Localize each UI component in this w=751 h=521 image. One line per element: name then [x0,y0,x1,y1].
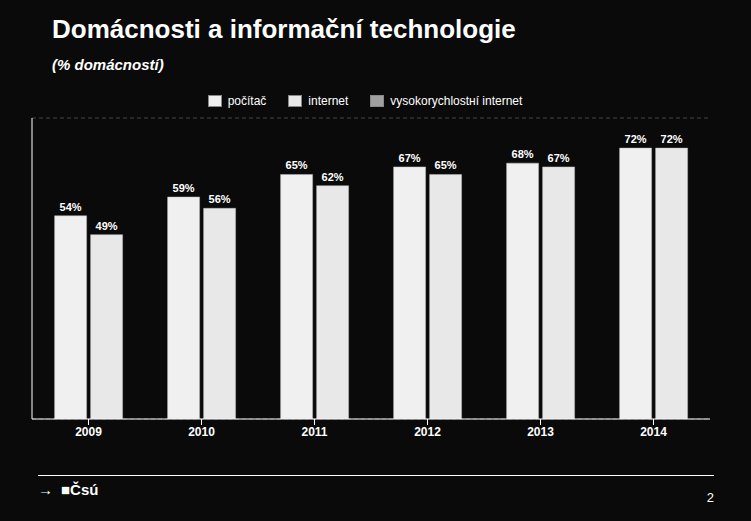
svg-text:56%: 56% [209,193,231,205]
html-text:Domácnosti a informační techno: Domácnosti a informační technologie [52,14,516,44]
html-text:(% domácností): (% domácností) [52,56,164,73]
html-text:počítač: počítač [227,94,267,108]
svg-text:54%: 54% [60,201,82,213]
svg-text:2012: 2012 [414,425,441,439]
svg-text:67%: 67% [399,152,421,164]
html-text:■Čsú: ■Čsú [61,481,99,498]
svg-text:72%: 72% [661,133,683,145]
svg-text:72%: 72% [625,133,647,145]
html-text:internet: internet [308,94,349,108]
html-text:2: 2 [706,490,714,505]
svg-text:62%: 62% [322,171,344,183]
svg-text:67%: 67% [548,152,570,164]
svg-text:65%: 65% [286,159,308,171]
svg-text:2011: 2011 [301,425,327,439]
svg-text:49%: 49% [96,220,118,232]
svg-text:2010: 2010 [188,425,215,439]
svg-text:2009: 2009 [75,425,102,439]
svg-text:68%: 68% [512,148,534,160]
svg-text:2014: 2014 [640,425,667,439]
svg-text:65%: 65% [435,159,457,171]
svg-text:59%: 59% [173,182,195,194]
svg-text:2013: 2013 [527,425,554,439]
html-text:vysokorychlostнí internet: vysokorychlostнí internet [390,94,523,108]
